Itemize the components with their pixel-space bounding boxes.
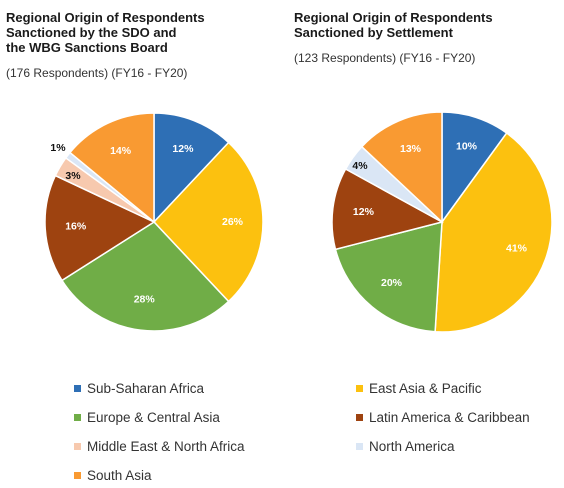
slice-label-latin-america-and-caribbean: 16%: [65, 221, 87, 233]
slice-label-south-asia: 13%: [400, 143, 422, 155]
chart-title: Regional Origin of Respondents Sanctione…: [294, 10, 493, 40]
legend-item-east-asia-and-pacific: East Asia & Pacific: [356, 378, 482, 398]
pie-svg: 12% 26% 28% 16% 3% 1% 14%: [44, 112, 264, 332]
pie-slice-latin-america-and-caribbean: [331, 167, 445, 251]
chart-subtitle: (123 Respondents) (FY16 - FY20): [294, 51, 476, 65]
slice-label-europe-and-central-asia: 20%: [381, 277, 403, 289]
pie-svg: 10% 41% 20% 12% 4% 13%: [331, 111, 553, 333]
legend-item-south-asia: South Asia: [74, 465, 152, 485]
legend-swatch: [74, 442, 81, 450]
chart-legend: Sub-Saharan Africa East Asia & Pacific Eur…: [0, 378, 564, 488]
pie-slice-europe-and-central-asia: [60, 221, 230, 332]
pie-slice-south-asia: [68, 112, 155, 224]
legend-label: Latin America & Caribbean: [369, 409, 530, 425]
slice-label-middle-east-and-north-africa: 3%: [65, 170, 81, 182]
legend-swatch: [356, 413, 363, 421]
legend-label: Middle East & North Africa: [87, 438, 245, 454]
slice-label-east-asia-and-pacific: 41%: [506, 243, 528, 255]
pie-slice-south-asia: [360, 111, 443, 224]
legend-label: East Asia & Pacific: [369, 380, 482, 396]
slice-label-europe-and-central-asia: 28%: [134, 294, 156, 306]
pie-slice-east-asia-and-pacific: [434, 131, 553, 333]
legend-item-sub-saharan-africa: Sub-Saharan Africa: [74, 378, 204, 398]
legend-item-middle-east-and-north-africa: Middle East & North Africa: [74, 436, 245, 456]
pie-slice-europe-and-central-asia: [334, 221, 443, 333]
slice-label-north-america: 4%: [352, 160, 368, 172]
pie-slice-latin-america-and-caribbean: [44, 174, 156, 282]
chart-subtitle: (176 Respondents) (FY16 - FY20): [6, 66, 188, 80]
slice-label-latin-america-and-caribbean: 12%: [353, 206, 375, 218]
legend-swatch: [74, 384, 81, 392]
legend-item-latin-america-and-caribbean: Latin America & Caribbean: [356, 407, 530, 427]
legend-label: South Asia: [87, 467, 152, 483]
legend-item-europe-and-central-asia: Europe & Central Asia: [74, 407, 220, 427]
legend-swatch: [74, 413, 81, 421]
legend-label: Europe & Central Asia: [87, 409, 220, 425]
legend-item-north-america: North America: [356, 436, 455, 456]
legend-swatch: [356, 384, 363, 392]
legend-label: North America: [369, 438, 455, 454]
pie-slice-sub-saharan-africa: [153, 112, 230, 224]
slice-label-north-america: 1%: [50, 142, 66, 154]
slice-label-sub-saharan-africa: 12%: [172, 143, 194, 155]
chart-title: Regional Origin of Respondents Sanctione…: [6, 10, 205, 55]
legend-label: Sub-Saharan Africa: [87, 380, 205, 396]
pie-slice-east-asia-and-pacific: [152, 141, 264, 303]
slice-label-south-asia: 14%: [110, 145, 132, 157]
legend-swatch: [356, 442, 363, 450]
legend-swatch: [74, 471, 81, 479]
pie-chart-sdo-sanctions-board: Regional Origin of Respondents Sanctione…: [0, 0, 282, 360]
slice-label-sub-saharan-africa: 10%: [456, 140, 478, 152]
slice-label-east-asia-and-pacific: 26%: [222, 216, 244, 228]
pie-chart-settlement: Regional Origin of Respondents Sanctione…: [282, 0, 564, 360]
